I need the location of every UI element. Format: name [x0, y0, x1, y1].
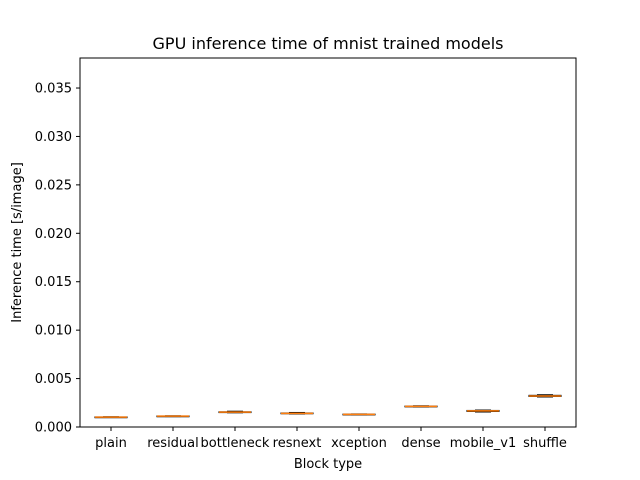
y-tick-label: 0.015 — [35, 275, 72, 290]
x-tick-label: shuffle — [523, 436, 567, 451]
x-axis: plain residual bottleneck resnext xception de… — [95, 427, 567, 451]
box-bottleneck — [218, 410, 252, 414]
x-tick-label: resnext — [273, 436, 322, 451]
x-tick-label: plain — [95, 436, 127, 451]
box-plain — [94, 416, 128, 419]
chart-title: GPU inference time of mnist trained mode… — [153, 34, 504, 53]
y-tick-label: 0.000 — [35, 421, 72, 436]
x-tick-label: residual — [147, 436, 199, 451]
y-tick-label: 0.005 — [35, 372, 72, 387]
box-resnext — [280, 411, 314, 415]
plot-area-frame — [79, 57, 577, 428]
box-residual — [156, 415, 190, 418]
box-dense — [404, 405, 438, 408]
y-axis-label: Inference time [s/image] — [10, 162, 25, 323]
y-tick-label: 0.030 — [35, 130, 72, 145]
box-shuffle — [528, 394, 562, 398]
box-series — [94, 394, 562, 419]
x-tick-label: bottleneck — [201, 436, 270, 451]
x-tick-label: dense — [401, 436, 440, 451]
y-tick-label: 0.010 — [35, 324, 72, 339]
x-axis-label: Block type — [294, 457, 362, 472]
y-tick-label: 0.020 — [35, 227, 72, 242]
box-xception — [342, 413, 376, 416]
box-mobile_v1 — [466, 409, 500, 413]
x-tick-label: mobile_v1 — [450, 436, 517, 451]
y-tick-label: 0.025 — [35, 178, 72, 193]
x-tick-label: xception — [331, 436, 387, 451]
y-tick-label: 0.035 — [35, 82, 72, 97]
y-axis: 0.000 0.005 0.010 0.015 0.020 0.025 0.030 0.035 — [35, 82, 80, 436]
